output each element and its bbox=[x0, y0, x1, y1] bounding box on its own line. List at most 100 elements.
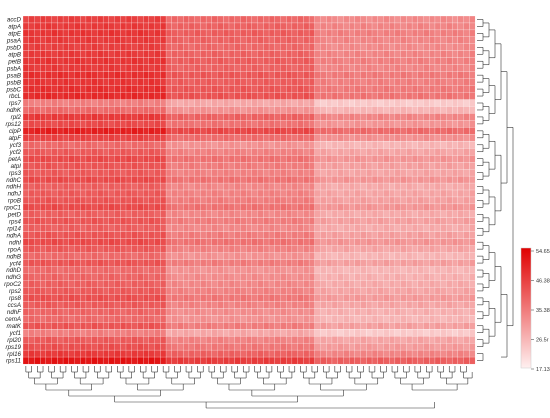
heatmap-cell bbox=[154, 224, 161, 232]
heatmap-cell bbox=[45, 127, 52, 135]
heatmap-cell bbox=[160, 210, 167, 219]
heatmap-cell bbox=[62, 78, 69, 86]
heatmap-cell bbox=[28, 127, 35, 135]
heatmap-cell bbox=[223, 99, 230, 107]
heatmap-cell bbox=[183, 99, 190, 107]
heatmap-cell bbox=[394, 329, 401, 337]
heatmap-cell bbox=[463, 113, 470, 121]
heatmap-cell bbox=[469, 29, 476, 38]
heatmap-cell bbox=[469, 238, 476, 246]
heatmap-cell bbox=[389, 120, 396, 128]
heatmap-cell bbox=[446, 203, 453, 212]
heatmap-cell bbox=[137, 162, 144, 170]
heatmap-cell bbox=[22, 120, 29, 128]
heatmap-cell bbox=[217, 224, 224, 232]
heatmap-cell bbox=[205, 22, 213, 31]
heatmap-cell bbox=[200, 134, 207, 142]
heatmap-cell bbox=[469, 252, 476, 260]
heatmap-cell bbox=[177, 134, 184, 142]
heatmap-cell bbox=[354, 99, 361, 107]
heatmap-cell bbox=[205, 238, 213, 246]
heatmap-cell bbox=[274, 15, 281, 24]
heatmap-cell bbox=[366, 168, 373, 177]
heatmap-cell bbox=[251, 57, 258, 65]
heatmap-cell bbox=[349, 85, 356, 93]
heatmap-cell bbox=[57, 301, 64, 309]
heatmap-cell bbox=[297, 329, 304, 337]
heatmap-cell bbox=[102, 43, 110, 52]
heatmap-cell bbox=[377, 148, 384, 156]
heatmap-cell bbox=[383, 57, 390, 65]
heatmap-cell bbox=[291, 315, 298, 323]
heatmap-cell bbox=[246, 127, 253, 135]
heatmap-cell bbox=[165, 315, 172, 323]
heatmap-cell bbox=[417, 266, 424, 274]
heatmap-cell bbox=[406, 182, 413, 191]
heatmap-cell bbox=[394, 78, 401, 86]
heatmap-cell bbox=[183, 78, 190, 86]
heatmap-cell bbox=[469, 50, 476, 58]
heatmap-cell bbox=[143, 127, 150, 135]
heatmap-cell bbox=[257, 99, 264, 107]
heatmap-cell bbox=[377, 322, 384, 330]
heatmap-cell bbox=[383, 259, 390, 267]
heatmap-cell bbox=[137, 210, 144, 219]
heatmap-cell bbox=[291, 252, 298, 260]
colorbar-tick-label: 54.65 bbox=[536, 249, 550, 255]
heatmap-cell bbox=[314, 182, 321, 191]
heatmap-cell bbox=[268, 64, 275, 72]
heatmap-cell bbox=[40, 113, 47, 121]
heatmap-cell bbox=[22, 322, 29, 330]
heatmap-cell bbox=[188, 356, 195, 365]
row-label: rps12 bbox=[6, 121, 22, 128]
heatmap-cell bbox=[131, 168, 138, 177]
heatmap-cell bbox=[97, 43, 104, 52]
heatmap-cell bbox=[274, 259, 281, 267]
heatmap-cell bbox=[68, 57, 75, 65]
heatmap-cell bbox=[80, 273, 87, 281]
heatmap-cell bbox=[28, 280, 35, 288]
heatmap-cell bbox=[286, 259, 293, 267]
heatmap-cell bbox=[411, 15, 419, 24]
heatmap-cell bbox=[217, 141, 224, 149]
heatmap-cell bbox=[188, 85, 195, 93]
heatmap-cell bbox=[463, 162, 470, 170]
heatmap-cell bbox=[137, 155, 144, 163]
heatmap-cell bbox=[257, 57, 264, 65]
heatmap-cell bbox=[417, 175, 424, 184]
heatmap-cell bbox=[417, 15, 424, 24]
heatmap-cell bbox=[131, 329, 138, 337]
heatmap-cell bbox=[217, 99, 224, 107]
heatmap-cell bbox=[417, 168, 424, 177]
heatmap-cell bbox=[349, 217, 356, 226]
heatmap-cell bbox=[349, 50, 356, 58]
heatmap-cell bbox=[377, 127, 384, 135]
heatmap-cell bbox=[354, 134, 361, 142]
heatmap-cell bbox=[183, 287, 190, 295]
heatmap-cell bbox=[326, 336, 333, 344]
heatmap-cell bbox=[451, 217, 459, 226]
heatmap-cell bbox=[234, 168, 241, 177]
heatmap-cell bbox=[234, 71, 241, 79]
heatmap-cell bbox=[389, 182, 396, 191]
heatmap-cell bbox=[120, 85, 127, 93]
heatmap-cell bbox=[297, 301, 304, 309]
heatmap-cell bbox=[434, 301, 441, 309]
heatmap-cell bbox=[108, 36, 115, 45]
heatmap-cell bbox=[434, 210, 441, 219]
row-label: rps7 bbox=[9, 100, 22, 107]
heatmap-cell bbox=[143, 252, 150, 260]
heatmap-cell bbox=[165, 43, 172, 52]
heatmap-cell bbox=[114, 356, 121, 365]
heatmap-cell bbox=[57, 231, 64, 239]
heatmap-cell bbox=[463, 106, 470, 114]
heatmap-cell bbox=[268, 36, 275, 45]
heatmap-cell bbox=[337, 259, 344, 267]
heatmap-cell bbox=[354, 36, 361, 45]
heatmap-cell bbox=[446, 64, 453, 72]
heatmap-cell bbox=[240, 231, 247, 239]
heatmap-cell bbox=[343, 245, 350, 253]
heatmap-cell bbox=[280, 134, 287, 142]
heatmap-cell bbox=[91, 210, 98, 219]
heatmap-cell bbox=[57, 308, 64, 316]
